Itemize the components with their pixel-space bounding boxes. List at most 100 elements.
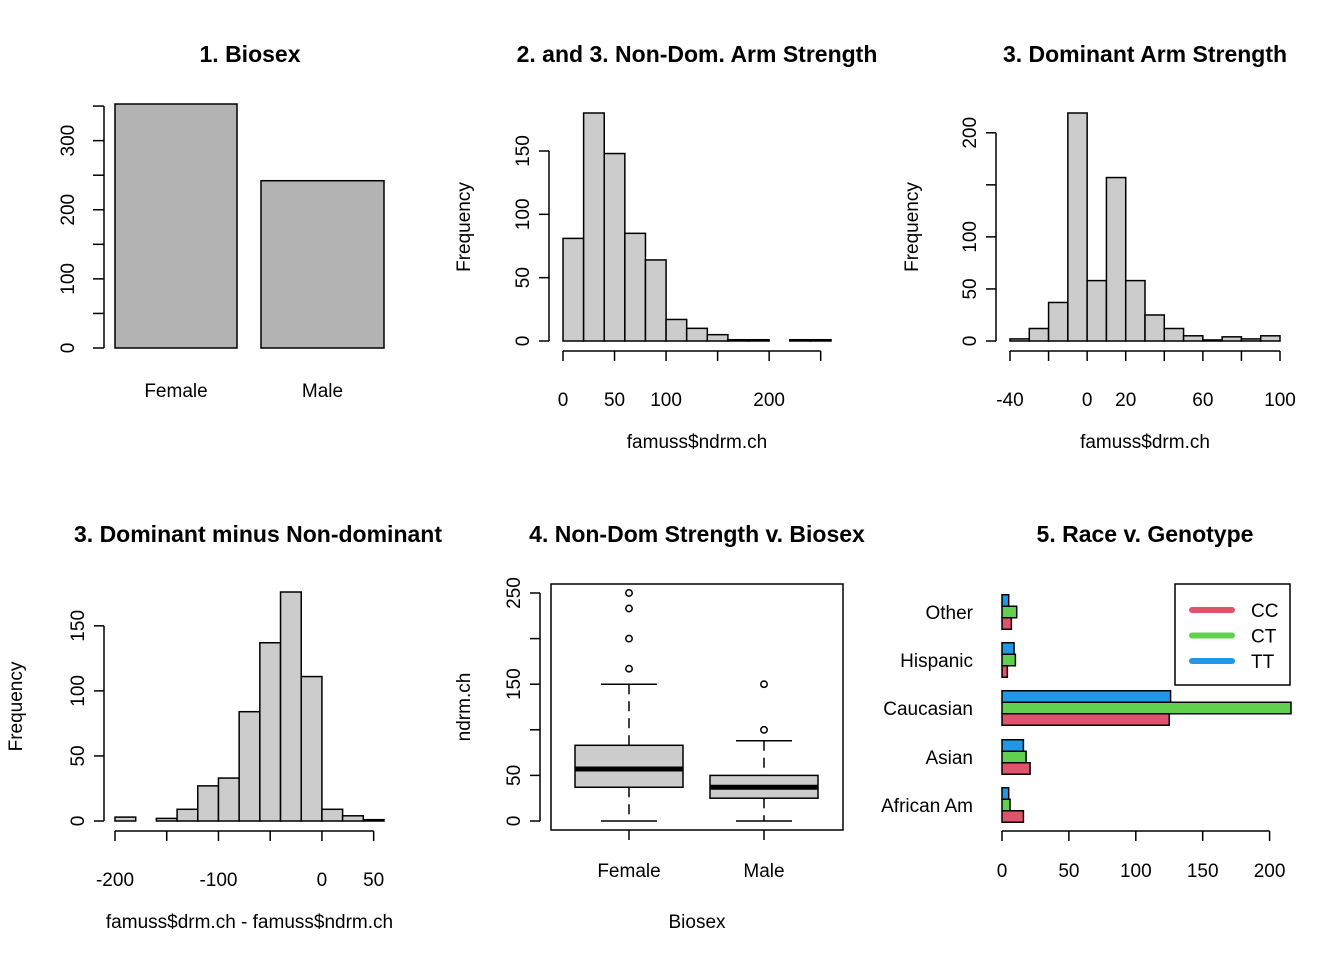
y-tick-label: 200: [960, 117, 981, 149]
outlier-point: [760, 725, 768, 734]
y-tick-label: 300: [58, 125, 79, 157]
y-tick-label: Other: [925, 603, 973, 624]
histogram-bar: [300, 675, 323, 822]
histogram-bar: [665, 318, 688, 342]
x-tick-label: Female: [144, 381, 207, 402]
bar-cc: [1001, 665, 1009, 678]
legend-label: TT: [1251, 652, 1275, 673]
bar-tt: [1001, 642, 1015, 655]
x-tick-label: 100: [650, 390, 682, 411]
histogram-bar: [1163, 327, 1185, 342]
histogram-bar: [341, 815, 365, 822]
histogram-bar: [789, 338, 812, 342]
bar-ct: [1001, 605, 1018, 619]
histogram-bar: [1124, 279, 1146, 342]
histogram-bar: [1047, 301, 1069, 342]
outlier-point: [625, 634, 633, 643]
x-tick-label: Male: [743, 861, 784, 882]
chart-title: 5. Race v. Genotype: [1037, 521, 1254, 547]
y-tick-label: 50: [960, 278, 981, 299]
x-tick-label: Male: [302, 381, 343, 402]
histogram-bar: [727, 338, 750, 342]
y-tick-label: 0: [68, 816, 89, 827]
histogram-bar: [1202, 339, 1223, 342]
histogram-bar: [176, 808, 199, 822]
outlier-point: [625, 604, 633, 613]
histogram-bar: [582, 112, 605, 342]
histogram-bar: [562, 237, 585, 342]
chart-title: 1. Biosex: [200, 41, 301, 67]
x-axis-label: famuss$ndrm.ch: [627, 432, 767, 453]
histogram-bar: [603, 152, 626, 342]
x-axis-label: Biosex: [668, 912, 726, 933]
histogram-bar: [217, 777, 240, 822]
bar-tt: [1001, 739, 1025, 752]
histogram-bar: [114, 816, 137, 822]
bar-ct: [1001, 653, 1017, 667]
y-tick-label: 250: [504, 577, 525, 609]
outlier-point: [625, 664, 633, 673]
x-tick-label: 0: [317, 870, 328, 891]
chart-title: 3. Dominant Arm Strength: [1003, 41, 1287, 67]
y-tick-label: Caucasian: [883, 699, 973, 720]
histogram-bar: [809, 338, 832, 342]
x-tick-label: 100: [1120, 861, 1152, 882]
histogram-bar: [1009, 338, 1031, 342]
x-tick-label: 200: [753, 390, 785, 411]
y-tick-label: 0: [504, 816, 525, 827]
legend-label: CC: [1251, 601, 1278, 622]
histogram-bar: [279, 591, 302, 822]
outlier-point: [625, 589, 633, 597]
y-tick-label: 50: [513, 267, 534, 288]
outlier-point: [760, 680, 768, 689]
plot-frame: [550, 583, 844, 831]
y-axis-label: Frequency: [454, 182, 475, 272]
x-axis-label: famuss$drm.ch: [1080, 432, 1210, 453]
x-tick-label: 150: [1187, 861, 1219, 882]
histogram-bar: [1221, 336, 1243, 342]
histogram-bar: [1105, 176, 1127, 342]
bar-ct: [1001, 701, 1292, 715]
box: [574, 744, 684, 789]
x-tick-label: 200: [1254, 861, 1286, 882]
bar-cc: [1001, 762, 1031, 775]
y-tick-label: 50: [68, 745, 89, 766]
histogram-bar: [1144, 314, 1166, 342]
bar-tt: [1001, 690, 1172, 703]
y-tick-label: 150: [513, 135, 534, 167]
bar: [114, 103, 238, 349]
histogram-bar: [1240, 338, 1262, 342]
y-tick-label: 0: [960, 336, 981, 347]
x-tick-label: -40: [996, 390, 1023, 411]
bar-cc: [1001, 713, 1170, 726]
chart-title: 4. Non-Dom Strength v. Biosex: [529, 521, 865, 547]
x-tick-label: 60: [1192, 390, 1213, 411]
y-tick-label: Asian: [925, 748, 973, 769]
histogram-bar: [362, 818, 385, 822]
histogram-bar: [1086, 279, 1108, 342]
legend-label: CT: [1251, 627, 1277, 648]
y-axis-label: ndrm.ch: [454, 673, 475, 742]
y-tick-label: 100: [513, 198, 534, 230]
chart-title: 2. and 3. Non-Dom. Arm Strength: [517, 41, 878, 67]
histogram-bar: [747, 338, 770, 342]
x-tick-label: 0: [997, 861, 1008, 882]
y-tick-label: 0: [513, 336, 534, 347]
histogram-bar: [644, 259, 667, 342]
y-axis-label: Frequency: [902, 182, 923, 272]
bar-cc: [1001, 810, 1025, 823]
histogram-bar: [197, 785, 220, 822]
y-tick-label: 50: [504, 765, 525, 786]
x-tick-label: 50: [604, 390, 625, 411]
x-tick-label: Female: [597, 861, 660, 882]
y-tick-label: Hispanic: [900, 651, 973, 672]
x-tick-label: 20: [1115, 390, 1136, 411]
histogram-bar: [1028, 327, 1050, 342]
bar-tt: [1001, 594, 1010, 607]
x-tick-label: 0: [1082, 390, 1093, 411]
histogram-bar: [1182, 335, 1204, 342]
bar-cc: [1001, 617, 1013, 630]
x-tick-label: 50: [363, 870, 384, 891]
bar-tt: [1001, 787, 1010, 800]
